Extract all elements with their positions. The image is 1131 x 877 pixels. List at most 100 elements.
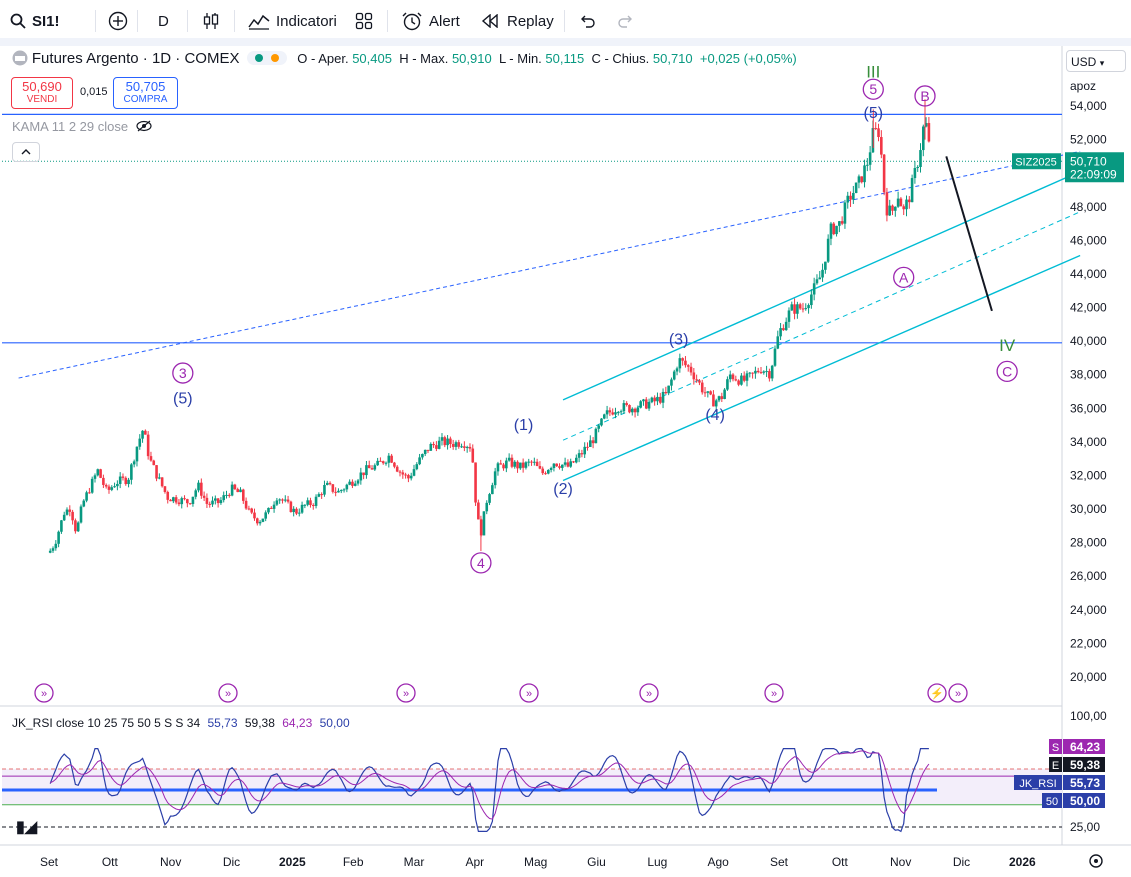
candle xyxy=(407,475,410,479)
candle xyxy=(681,358,684,361)
change-value: +0,025 (+0,05%) xyxy=(699,51,797,66)
candle xyxy=(253,512,256,519)
redo-button[interactable] xyxy=(617,8,635,34)
candle xyxy=(121,476,125,478)
candle xyxy=(163,486,167,492)
candle xyxy=(863,165,866,183)
scale-mode[interactable]: apoz xyxy=(1066,76,1130,96)
price-tick: 42,000 xyxy=(1070,301,1107,315)
rsi-signal-line xyxy=(49,750,930,820)
candle xyxy=(616,412,620,414)
svg-text:»: » xyxy=(955,688,961,700)
candle xyxy=(144,430,147,435)
rsi-tag-label: 50 xyxy=(1046,796,1058,808)
rsi-value-1: 55,73 xyxy=(207,716,238,730)
candle xyxy=(700,382,704,393)
candle xyxy=(132,461,136,465)
candle xyxy=(191,496,195,504)
kama-indicator-legend[interactable]: KAMA 11 2 29 close xyxy=(12,119,152,134)
replay-button[interactable]: Replay xyxy=(481,8,554,34)
candle xyxy=(202,495,206,498)
layouts-button[interactable] xyxy=(355,8,373,34)
candle xyxy=(647,402,651,409)
candle xyxy=(667,385,670,394)
candle xyxy=(605,410,609,415)
candle xyxy=(124,477,128,485)
candle xyxy=(745,373,749,381)
candle xyxy=(919,150,922,167)
svg-text:»: » xyxy=(771,688,777,700)
candle xyxy=(575,457,578,463)
candle xyxy=(149,456,153,461)
candle xyxy=(712,394,715,407)
channel-upper xyxy=(562,170,1081,401)
svg-text:»: » xyxy=(646,688,652,700)
event-marker-icon: » xyxy=(519,683,539,703)
candle xyxy=(465,446,469,448)
symbol-search[interactable]: SI1! xyxy=(10,8,60,34)
wave-label: (5) xyxy=(864,105,884,122)
price-tick: 54,000 xyxy=(1070,99,1107,113)
time-tick: Lug xyxy=(647,855,667,869)
buy-price: 50,705 xyxy=(125,79,166,94)
candle xyxy=(200,482,203,496)
time-tick: Feb xyxy=(343,855,364,869)
candle xyxy=(642,399,645,402)
alert-button[interactable]: Alert xyxy=(401,8,460,34)
candle xyxy=(205,497,209,504)
candle xyxy=(96,469,100,476)
candle xyxy=(85,492,88,501)
replay-label: Replay xyxy=(507,12,554,30)
svg-text:»: » xyxy=(403,688,409,700)
collapse-legend-button[interactable] xyxy=(12,142,40,162)
rsi-value-2: 59,38 xyxy=(244,716,275,730)
svg-text:»: » xyxy=(41,688,47,700)
rsi-tag-label: E xyxy=(1052,760,1059,772)
candle xyxy=(323,484,326,495)
candle xyxy=(90,478,94,493)
wave-label: (5) xyxy=(173,390,193,407)
candle xyxy=(843,202,847,224)
indicators-button[interactable]: Indicatori xyxy=(248,8,337,34)
candle xyxy=(233,484,237,490)
silver-logo-icon xyxy=(12,50,28,66)
candle xyxy=(345,484,349,490)
candle xyxy=(457,442,461,447)
rewind-icon xyxy=(481,14,498,28)
wave-label: IV xyxy=(999,336,1016,355)
candle xyxy=(748,372,752,374)
candle xyxy=(661,391,665,403)
eye-hidden-icon[interactable] xyxy=(136,120,152,132)
candle xyxy=(242,489,245,501)
candle xyxy=(65,509,69,515)
candle xyxy=(337,490,340,493)
buy-button[interactable]: 50,705 COMPRA xyxy=(113,77,178,109)
candle xyxy=(443,437,447,446)
kama-label: KAMA 11 2 29 close xyxy=(12,119,129,134)
candle xyxy=(670,379,673,386)
chart-type-button[interactable] xyxy=(202,8,220,34)
alert-label: Alert xyxy=(429,12,460,30)
candle xyxy=(62,514,66,521)
candle xyxy=(485,502,489,512)
candle xyxy=(488,494,491,503)
candle xyxy=(854,182,858,193)
sell-button[interactable]: 50,690 VENDI xyxy=(11,77,73,109)
time-tick: Mag xyxy=(524,855,547,869)
undo-button[interactable] xyxy=(578,8,596,34)
candle xyxy=(846,195,850,203)
undo-icon xyxy=(581,15,595,28)
currency-dropdown[interactable]: USD ▾ xyxy=(1066,50,1126,72)
candle xyxy=(152,460,156,466)
interval-button[interactable]: D xyxy=(158,8,169,34)
rsi-tag-value-bg xyxy=(1063,793,1105,808)
candle xyxy=(812,283,816,295)
price-tick: 52,000 xyxy=(1070,133,1107,147)
candle xyxy=(544,473,547,475)
candle xyxy=(214,498,217,501)
candle xyxy=(395,466,399,472)
compare-button[interactable] xyxy=(108,8,128,34)
candle xyxy=(821,269,824,278)
candle xyxy=(835,225,838,235)
